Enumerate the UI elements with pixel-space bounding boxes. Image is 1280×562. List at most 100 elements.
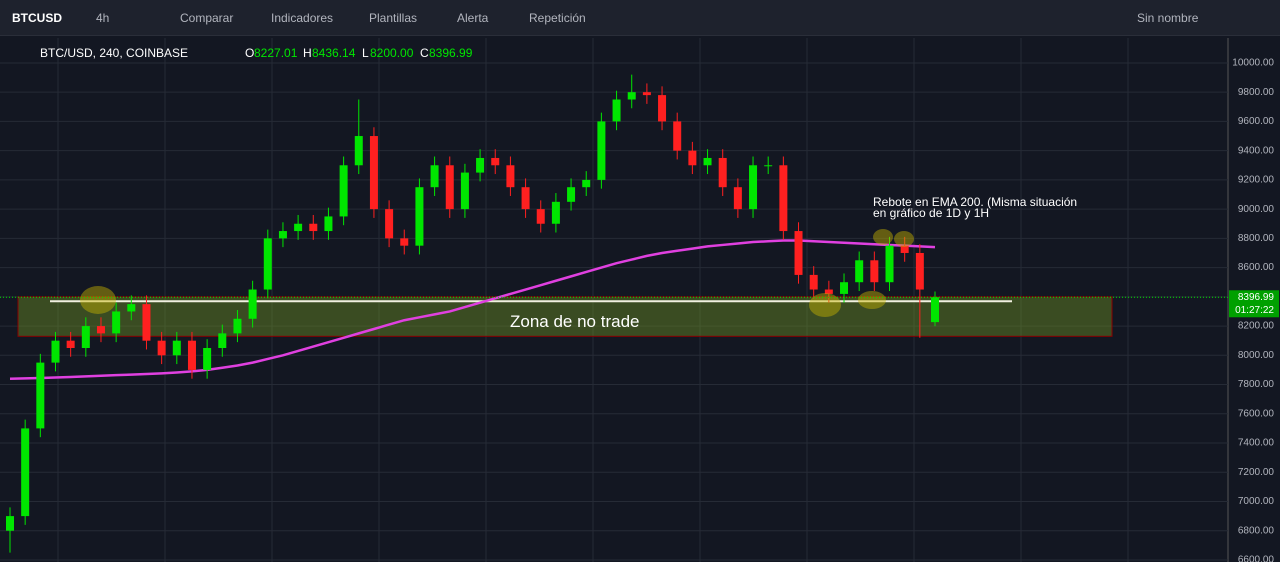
candle-body <box>233 318 242 334</box>
candle-body <box>718 157 727 188</box>
candle-body <box>51 340 60 363</box>
highlight <box>809 293 841 317</box>
legend-high: 8436.14 <box>312 46 356 60</box>
candle-body <box>900 245 909 253</box>
candle-body <box>354 136 363 166</box>
candle-body <box>536 209 545 224</box>
candle-body <box>733 187 742 210</box>
y-tick-label: 7800.00 <box>1238 379 1275 390</box>
candle-body <box>491 157 500 166</box>
templates[interactable]: Plantillas <box>369 11 418 25</box>
layout-name[interactable]: Sin nombre <box>1137 11 1199 25</box>
candle-body <box>642 92 651 96</box>
y-tick-label: 8600.00 <box>1238 262 1275 273</box>
candle-body <box>551 201 560 224</box>
candle-body <box>627 92 636 100</box>
y-tick-label: 7000.00 <box>1238 496 1275 507</box>
candle-body <box>218 333 227 348</box>
candle-body <box>658 95 667 122</box>
y-tick-label: 8000.00 <box>1238 350 1275 361</box>
replay[interactable]: Repetición <box>529 11 586 25</box>
candle-body <box>673 121 682 151</box>
zone <box>17 296 1113 337</box>
y-tick-label: 6600.00 <box>1238 555 1275 562</box>
legend-c: C <box>420 46 429 60</box>
candle-body <box>309 223 318 232</box>
candle-body <box>263 238 272 290</box>
y-tick-label: 9200.00 <box>1238 175 1275 186</box>
candle-body <box>567 187 576 202</box>
candle-body <box>369 136 378 210</box>
legend-close: 8396.99 <box>429 46 473 60</box>
legend-open: 8227.01 <box>254 46 298 60</box>
y-tick-label: 8800.00 <box>1238 233 1275 244</box>
candle-body <box>203 347 212 370</box>
candle-body <box>112 311 121 334</box>
candle-body <box>915 252 924 290</box>
symbol[interactable]: BTCUSD <box>12 11 62 25</box>
y-tick-label: 6800.00 <box>1238 525 1275 536</box>
candle-body <box>521 187 530 210</box>
candle-body <box>142 304 151 341</box>
legend-low: 8200.00 <box>370 46 414 60</box>
candle-body <box>885 245 894 283</box>
y-tick-label: 10000.00 <box>1232 58 1274 69</box>
indicators[interactable]: Indicadores <box>271 11 334 25</box>
candle-body <box>870 260 879 283</box>
candle-body <box>6 516 14 531</box>
candle-body <box>400 238 409 246</box>
candle-body <box>157 340 166 356</box>
compare[interactable]: Comparar <box>180 11 234 25</box>
candle-body <box>476 157 485 173</box>
candle-body <box>187 340 196 370</box>
candle-body <box>703 157 712 166</box>
highlight <box>858 291 886 309</box>
candle-body <box>339 165 348 217</box>
candle-body <box>21 428 30 517</box>
y-tick-label: 7200.00 <box>1238 467 1275 478</box>
candle-body <box>430 165 439 188</box>
legend-l: L <box>362 46 369 60</box>
candle-body <box>824 289 833 294</box>
candle-body <box>597 121 606 180</box>
candle-body <box>460 172 469 210</box>
candle-body <box>794 231 803 275</box>
legend-h: H <box>303 46 312 60</box>
interval[interactable]: 4h <box>96 11 110 25</box>
y-tick-label: 9800.00 <box>1238 87 1275 98</box>
candle-body <box>749 165 758 210</box>
toolbar: BTCUSD 4h Comparar Indicadores Plantilla… <box>0 0 1280 36</box>
last-price: 8396.99 <box>1238 292 1275 303</box>
candle-body <box>36 362 45 429</box>
candle-body <box>612 99 621 122</box>
highlight <box>873 229 893 245</box>
candle-body <box>779 165 788 232</box>
candle-body <box>66 340 75 348</box>
timer: 01:27:22 <box>1235 305 1274 316</box>
last-price-box <box>1229 290 1279 318</box>
candle-body <box>294 223 303 232</box>
candle-body <box>445 165 454 210</box>
candle-body <box>172 340 181 356</box>
candle-body <box>809 274 818 290</box>
candle-body <box>688 150 697 166</box>
candle-body <box>506 165 515 188</box>
highlight <box>894 231 914 247</box>
candle-body <box>764 165 773 167</box>
y-tick-label: 9000.00 <box>1238 204 1275 215</box>
annotation: Rebote en EMA 200. (Misma situación <box>873 195 1077 209</box>
ema200 <box>9 239 936 380</box>
legend-pair: BTC/USD, 240, COINBASE <box>40 46 188 60</box>
candle-body <box>582 179 591 188</box>
candle-body <box>931 297 939 323</box>
alert[interactable]: Alerta <box>457 11 489 25</box>
y-tick-label: 9600.00 <box>1238 116 1275 127</box>
candle-body <box>840 282 849 294</box>
y-tick-label: 8200.00 <box>1238 321 1275 332</box>
candle-body <box>127 304 136 312</box>
candle-body <box>415 187 424 246</box>
candle-body <box>248 289 257 319</box>
zone-label: Zona de no trade <box>510 312 639 331</box>
